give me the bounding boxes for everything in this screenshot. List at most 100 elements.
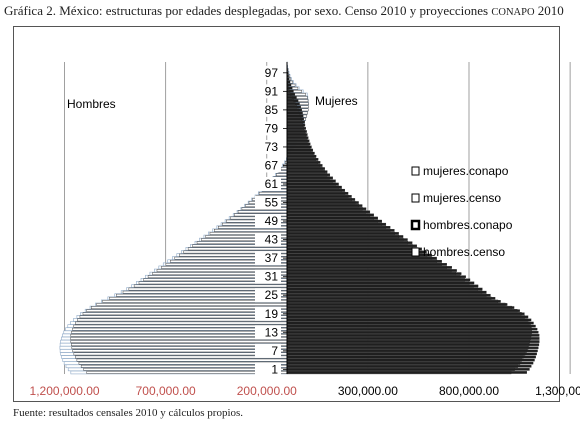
y-tick-label-7: 7 [271,344,278,358]
bar-mujeres-conapo-age-76 [286,136,309,139]
bar-mujeres-conapo-age-62 [286,179,336,183]
bar-mujeres-conapo-age-48 [286,222,387,226]
bar-mujeres-conapo-age-68 [286,161,321,164]
bar-mujeres-conapo-age-84 [286,111,303,115]
y-tick-bg-43 [255,232,281,247]
bar-mujeres-conapo-age-37 [286,256,437,260]
bar-mujeres-conapo-age-93 [286,83,292,87]
bar-mujeres-conapo-age-11 [286,337,540,340]
bar-mujeres-conapo-age-75 [286,139,310,143]
bar-mujeres-conapo-age-83 [286,114,304,118]
legend-swatch-mujeres-censo [411,193,420,203]
bar-mujeres-conapo-age-2 [286,365,532,368]
bar-hombres-censo-age-7 [72,349,288,353]
bar-mujeres-conapo-age-89 [286,96,297,99]
bar-mujeres-conapo-age-10 [286,340,540,343]
bar-mujeres-conapo-age-27 [286,287,483,291]
y-tick-bg-37 [255,251,281,266]
bar-hombres-censo-age-12 [70,334,288,337]
y-tick-bg-19 [255,306,281,321]
bar-mujeres-conapo-age-87 [286,102,300,105]
x-tick-label-1: 700,000.00 [136,384,196,398]
bar-mujeres-conapo-age-49 [286,219,382,223]
y-tick-label-31: 31 [265,270,279,284]
source-note: Fuente: resultados censales 2010 y cálcu… [13,407,244,419]
y-tick-bg-49 [255,214,281,229]
bar-mujeres-conapo-age-91 [286,90,294,93]
bar-mujeres-conapo-age-45 [286,232,399,235]
bar-mujeres-conapo-age-20 [286,309,520,312]
bar-mujeres-conapo-age-31 [286,275,466,278]
bar-mujeres-conapo-age-23 [286,300,501,303]
bar-hombres-censo-age-8 [71,346,288,350]
bar-hombres-censo-age-11 [70,337,288,340]
bar-mujeres-conapo-age-56 [286,198,356,201]
bar-mujeres-conapo-age-13 [286,331,539,334]
bar-mujeres-conapo-age-44 [286,235,404,238]
bar-mujeres-conapo-age-8 [286,346,539,350]
y-tick-label-25: 25 [265,288,279,302]
bar-mujeres-conapo-age-47 [286,226,391,229]
bar-mujeres-conapo-age-46 [286,229,395,232]
y-tick-bg-25 [255,288,281,303]
bar-mujeres-conapo-age-17 [286,318,532,322]
y-tick-bg-61 [255,177,281,192]
bar-mujeres-conapo-age-6 [286,352,537,356]
chart-title: Gráfica 2. México: estructuras por edade… [4,3,564,18]
bar-mujeres-conapo-age-60 [286,185,342,189]
bar-mujeres-conapo-age-74 [286,142,311,146]
bar-mujeres-conapo-age-78 [286,130,307,133]
bar-hombres-censo-age-9 [71,343,288,346]
bar-mujeres-conapo-age-81 [286,120,305,124]
y-tick-bg-79 [255,121,281,136]
x-tick-label-4: 800,000.00 [439,384,499,398]
x-tick-label-0: 1,200,000.00 [30,384,100,398]
legend-swatch-hombres-conapo [410,219,421,231]
bar-mujeres-conapo-age-14 [286,327,538,331]
bar-mujeres-conapo-age-21 [286,306,515,309]
chart-frame [13,26,560,402]
y-tick-bg-73 [255,139,281,154]
y-tick-label-97: 97 [265,66,279,80]
bar-mujeres-conapo-age-58 [286,192,349,195]
y-tick-label-85: 85 [265,103,279,117]
bar-mujeres-conapo-age-69 [286,158,319,161]
annotation-hombres: Hombres [67,97,116,111]
series-mujeres-conapo [286,62,540,374]
bar-mujeres-conapo-age-32 [286,272,462,275]
bar-mujeres-conapo-age-12 [286,334,540,337]
bar-mujeres-conapo-age-41 [286,244,417,248]
bar-hombres-censo-age-58 [258,191,288,195]
bar-mujeres-conapo-age-28 [286,284,479,288]
bar-mujeres-conapo-age-5 [286,355,536,359]
bar-mujeres-conapo-age-19 [286,312,525,316]
bar-mujeres-conapo-age-59 [286,188,345,192]
legend-label-mujeres-censo: mujeres.censo [423,191,501,205]
bar-mujeres-conapo-age-63 [286,176,333,180]
bar-hombres-censo-age-22 [96,303,288,306]
bar-mujeres-conapo-age-39 [286,250,427,254]
y-tick-bg-97 [255,65,281,80]
bar-mujeres-conapo-age-24 [286,297,496,300]
bar-mujeres-conapo-age-34 [286,266,452,269]
bar-hombres-censo-age-34 [161,266,288,269]
bar-mujeres-conapo-age-18 [286,315,529,319]
bar-mujeres-conapo-age-26 [286,290,487,294]
bar-mujeres-conapo-age-3 [286,361,534,365]
bar-mujeres-conapo-age-51 [286,213,374,217]
bar-mujeres-conapo-age-92 [286,87,293,90]
chart-legend: mujeres.conapo mujeres.censo hombres.conap… [410,164,513,259]
bar-mujeres-conapo-age-73 [286,145,312,149]
bar-mujeres-conapo-age-80 [286,124,306,127]
bar-mujeres-conapo-age-90 [286,93,296,96]
x-tick-label-3: 300,000.00 [338,384,398,398]
x-tick-label-5: 1,300,000.00 [535,384,580,398]
y-tick-label-13: 13 [265,325,279,339]
bar-mujeres-conapo-age-33 [286,269,457,272]
legend-swatch-mujeres-conapo [411,166,420,176]
bar-hombres-censo-age-46 [213,229,288,232]
y-tick-label-49: 49 [265,214,279,228]
bar-hombres-censo-age-64 [276,173,288,177]
y-tick-bg-31 [255,269,281,284]
y-tick-label-73: 73 [265,140,279,154]
